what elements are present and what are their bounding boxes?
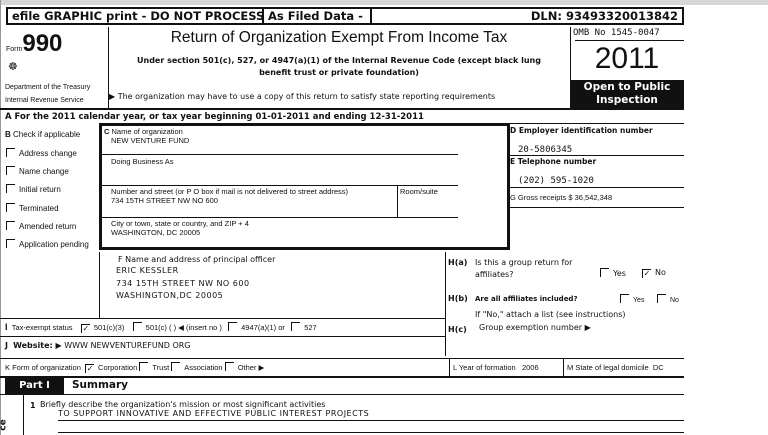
- year-formation: L Year of formation 2006: [453, 363, 539, 372]
- mission-value: TO SUPPORT INNOVATIVE AND EFFECTIVE PUBL…: [58, 409, 370, 418]
- checkbox-application-pending[interactable]: Application pending: [6, 236, 89, 254]
- checkbox-association[interactable]: Association: [171, 362, 223, 372]
- checkbox-amended-return[interactable]: Amended return: [6, 218, 89, 236]
- label: Initial return: [19, 185, 61, 195]
- ein-value: 20-5806345: [518, 145, 573, 155]
- checkbox-corporation[interactable]: ✓ Corporation: [85, 363, 138, 373]
- checkbox-initial-return[interactable]: Initial return: [6, 181, 89, 199]
- phone-label: E Telephone number: [510, 157, 597, 166]
- b-letter: B: [5, 130, 11, 139]
- ha-question: Is this a group return for: [475, 258, 573, 267]
- hb-yes[interactable]: Yes: [620, 294, 644, 304]
- b-checklist: Address change Name change Initial retur…: [6, 145, 89, 254]
- organization-box: [99, 123, 510, 250]
- legal-domicile: M State of legal domicile DC: [567, 363, 664, 372]
- website-value[interactable]: WWW NEWVENTUREFUND ORG: [64, 341, 191, 350]
- form-of-org-row: K Form of organization ✓ Corporation Trus…: [5, 362, 265, 373]
- open-to-public: Open to Public Inspection: [570, 80, 684, 108]
- label: Amended return: [19, 221, 77, 231]
- officer-city: WASHINGTON,DC 20005: [116, 291, 224, 300]
- c-name-label: C Name of organization: [104, 127, 183, 136]
- room-suite-label: Room/suite: [400, 187, 438, 196]
- checkbox-527[interactable]: 527: [291, 322, 317, 332]
- form-990: 990: [22, 30, 63, 57]
- org-street: 734 15TH STREET NW NO 600: [111, 196, 218, 205]
- label: Application pending: [19, 240, 89, 250]
- hb-label: H(b): [448, 294, 468, 303]
- top-strip: [0, 0, 768, 5]
- efile-header: efile GRAPHIC print - DO NOT PROCESS As …: [6, 7, 684, 25]
- gross-receipts: G Gross receipts $ 36,542,348: [510, 193, 613, 202]
- checkbox-501c3[interactable]: ✓ 501(c)(3): [80, 323, 125, 333]
- ha-label: H(a): [448, 258, 468, 267]
- website-row: J Website: ▶ WWW NEWVENTUREFUND ORG: [5, 341, 191, 350]
- checkbox-other[interactable]: Other ▶: [224, 362, 264, 372]
- part-i-tag: Part I: [5, 378, 64, 394]
- b-label: Check if applicable: [13, 130, 81, 139]
- checkbox-trust[interactable]: Trust: [139, 362, 169, 372]
- state-note: ▶ The organization may have to use a cop…: [109, 92, 496, 101]
- tax-year: 2011: [594, 42, 660, 75]
- form-word: Form: [6, 46, 23, 53]
- org-city: WASHINGTON, DC 20005: [111, 228, 201, 237]
- street-label: Number and street (or P O box if mail is…: [111, 187, 349, 196]
- form-title: Return of Organization Exempt From Incom…: [170, 29, 508, 46]
- ha-no[interactable]: ✓ No: [642, 268, 666, 278]
- hb-question: Are all affiliates included?: [475, 295, 578, 303]
- officer-label: F Name and address of principal officer: [118, 255, 276, 264]
- omb-number: OMB No 1545-0047: [573, 28, 660, 38]
- part-i-title: Summary: [72, 379, 129, 391]
- hc-label: H(c): [448, 325, 467, 334]
- checkbox-4947[interactable]: 4947(a)(1) or: [228, 322, 285, 332]
- ha-question-2: affiliates?: [475, 270, 514, 279]
- city-label: City or town, state or country, and ZIP …: [111, 219, 249, 228]
- efile-notice: efile GRAPHIC print - DO NOT PROCESS: [8, 9, 264, 23]
- dba-label: Doing Business As: [111, 157, 174, 166]
- hb-note: If "No," attach a list (see instructions…: [475, 310, 626, 319]
- checkbox-501c[interactable]: 501(c) ( ) ◀ (insert no ): [132, 322, 222, 332]
- label: Terminated: [19, 203, 59, 213]
- phone-value: (202) 595-1020: [518, 176, 594, 186]
- line-a-tax-year: A For the 2011 calendar year, or tax yea…: [5, 112, 424, 122]
- irs: Internal Revenue Service: [5, 97, 84, 104]
- page-edge: [0, 0, 1, 435]
- irs-logo-icon: ☸: [8, 60, 18, 73]
- hb-no[interactable]: No: [657, 294, 679, 304]
- line-1-label: Briefly describe the organization's miss…: [40, 400, 326, 409]
- group-exemption: Group exemption number ▶: [479, 323, 591, 332]
- checkbox-name-change[interactable]: Name change: [6, 163, 89, 181]
- org-name: NEW VENTURE FUND: [111, 136, 190, 145]
- label: Name change: [19, 167, 69, 177]
- dept-treasury: Department of the Treasury: [5, 84, 91, 91]
- officer-name: ERIC KESSLER: [116, 266, 179, 275]
- as-filed: As Filed Data -: [264, 9, 372, 23]
- side-label: ce: [0, 419, 9, 431]
- checkbox-terminated[interactable]: Terminated: [6, 200, 89, 218]
- ha-yes[interactable]: Yes: [600, 268, 626, 278]
- line-1-num: 1: [30, 401, 36, 410]
- checkbox-address-change[interactable]: Address change: [6, 145, 89, 163]
- label: Address change: [19, 149, 77, 158]
- ein-label: D Employer identification number: [510, 126, 653, 135]
- dln: DLN: 93493320013842: [530, 9, 678, 23]
- form-subtitle: Under section 501(c), 527, or 4947(a)(1)…: [137, 56, 541, 77]
- officer-street: 734 15TH STREET NW NO 600: [116, 279, 250, 288]
- form-number: Form990: [6, 30, 62, 58]
- tax-exempt-row: I Tax-exempt status ✓ 501(c)(3) 501(c) ( …: [5, 322, 317, 333]
